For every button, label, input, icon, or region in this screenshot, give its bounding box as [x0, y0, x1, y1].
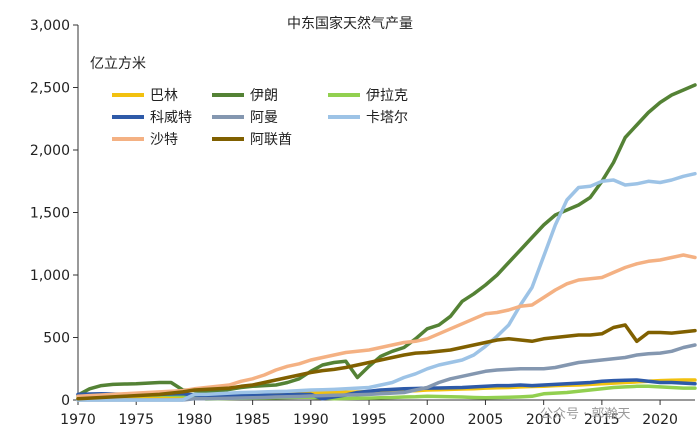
axes: 0 500 1,000 1,500 2,000 2,500 3,000 1970 1975 198… — [30, 18, 695, 428]
series-lines — [76, 83, 697, 402]
x-tick-label: 1995 — [351, 412, 387, 428]
legend-label: 阿曼 — [250, 110, 278, 126]
y-tick-label: 2,000 — [30, 143, 70, 159]
legend-label: 巴林 — [150, 88, 178, 104]
x-tick-label: 2015 — [584, 412, 620, 428]
x-tick-label: 1985 — [235, 412, 271, 428]
series-line-7 — [76, 323, 697, 401]
y-tick-label: 1,500 — [30, 206, 70, 222]
y-tick-label: 2,500 — [30, 81, 70, 97]
series-line-5 — [76, 171, 697, 402]
watermark: 公众号 · 郭瀚天 — [540, 406, 630, 422]
legend-label: 卡塔尔 — [366, 110, 408, 126]
x-tick-label: 2000 — [409, 412, 445, 428]
x-tick-label: 2005 — [468, 412, 504, 428]
legend-label: 阿联酋 — [250, 131, 292, 148]
legend-label: 伊拉克 — [366, 88, 408, 104]
x-tick-label: 2010 — [526, 412, 562, 428]
unit-label: 亿立方米 — [90, 56, 146, 72]
x-tick-label: 1980 — [177, 412, 213, 428]
legend-label: 沙特 — [150, 132, 178, 148]
chart-title: 中东国家天然气产量 — [287, 15, 413, 32]
x-tick-label: 1970 — [60, 412, 96, 428]
y-tick-label: 3,000 — [30, 18, 70, 34]
x-tick-label: 2020 — [642, 412, 678, 428]
series-line-6 — [76, 253, 697, 399]
y-tick-label: 0 — [61, 393, 70, 409]
x-tick-label: 1975 — [118, 412, 154, 428]
legend-label: 伊朗 — [250, 88, 278, 104]
y-tick-label: 500 — [43, 331, 70, 347]
y-tick-label: 1,000 — [30, 268, 70, 284]
series-line-1 — [76, 83, 697, 397]
x-tick-label: 1990 — [293, 412, 329, 428]
legend-label: 科威特 — [150, 110, 192, 126]
